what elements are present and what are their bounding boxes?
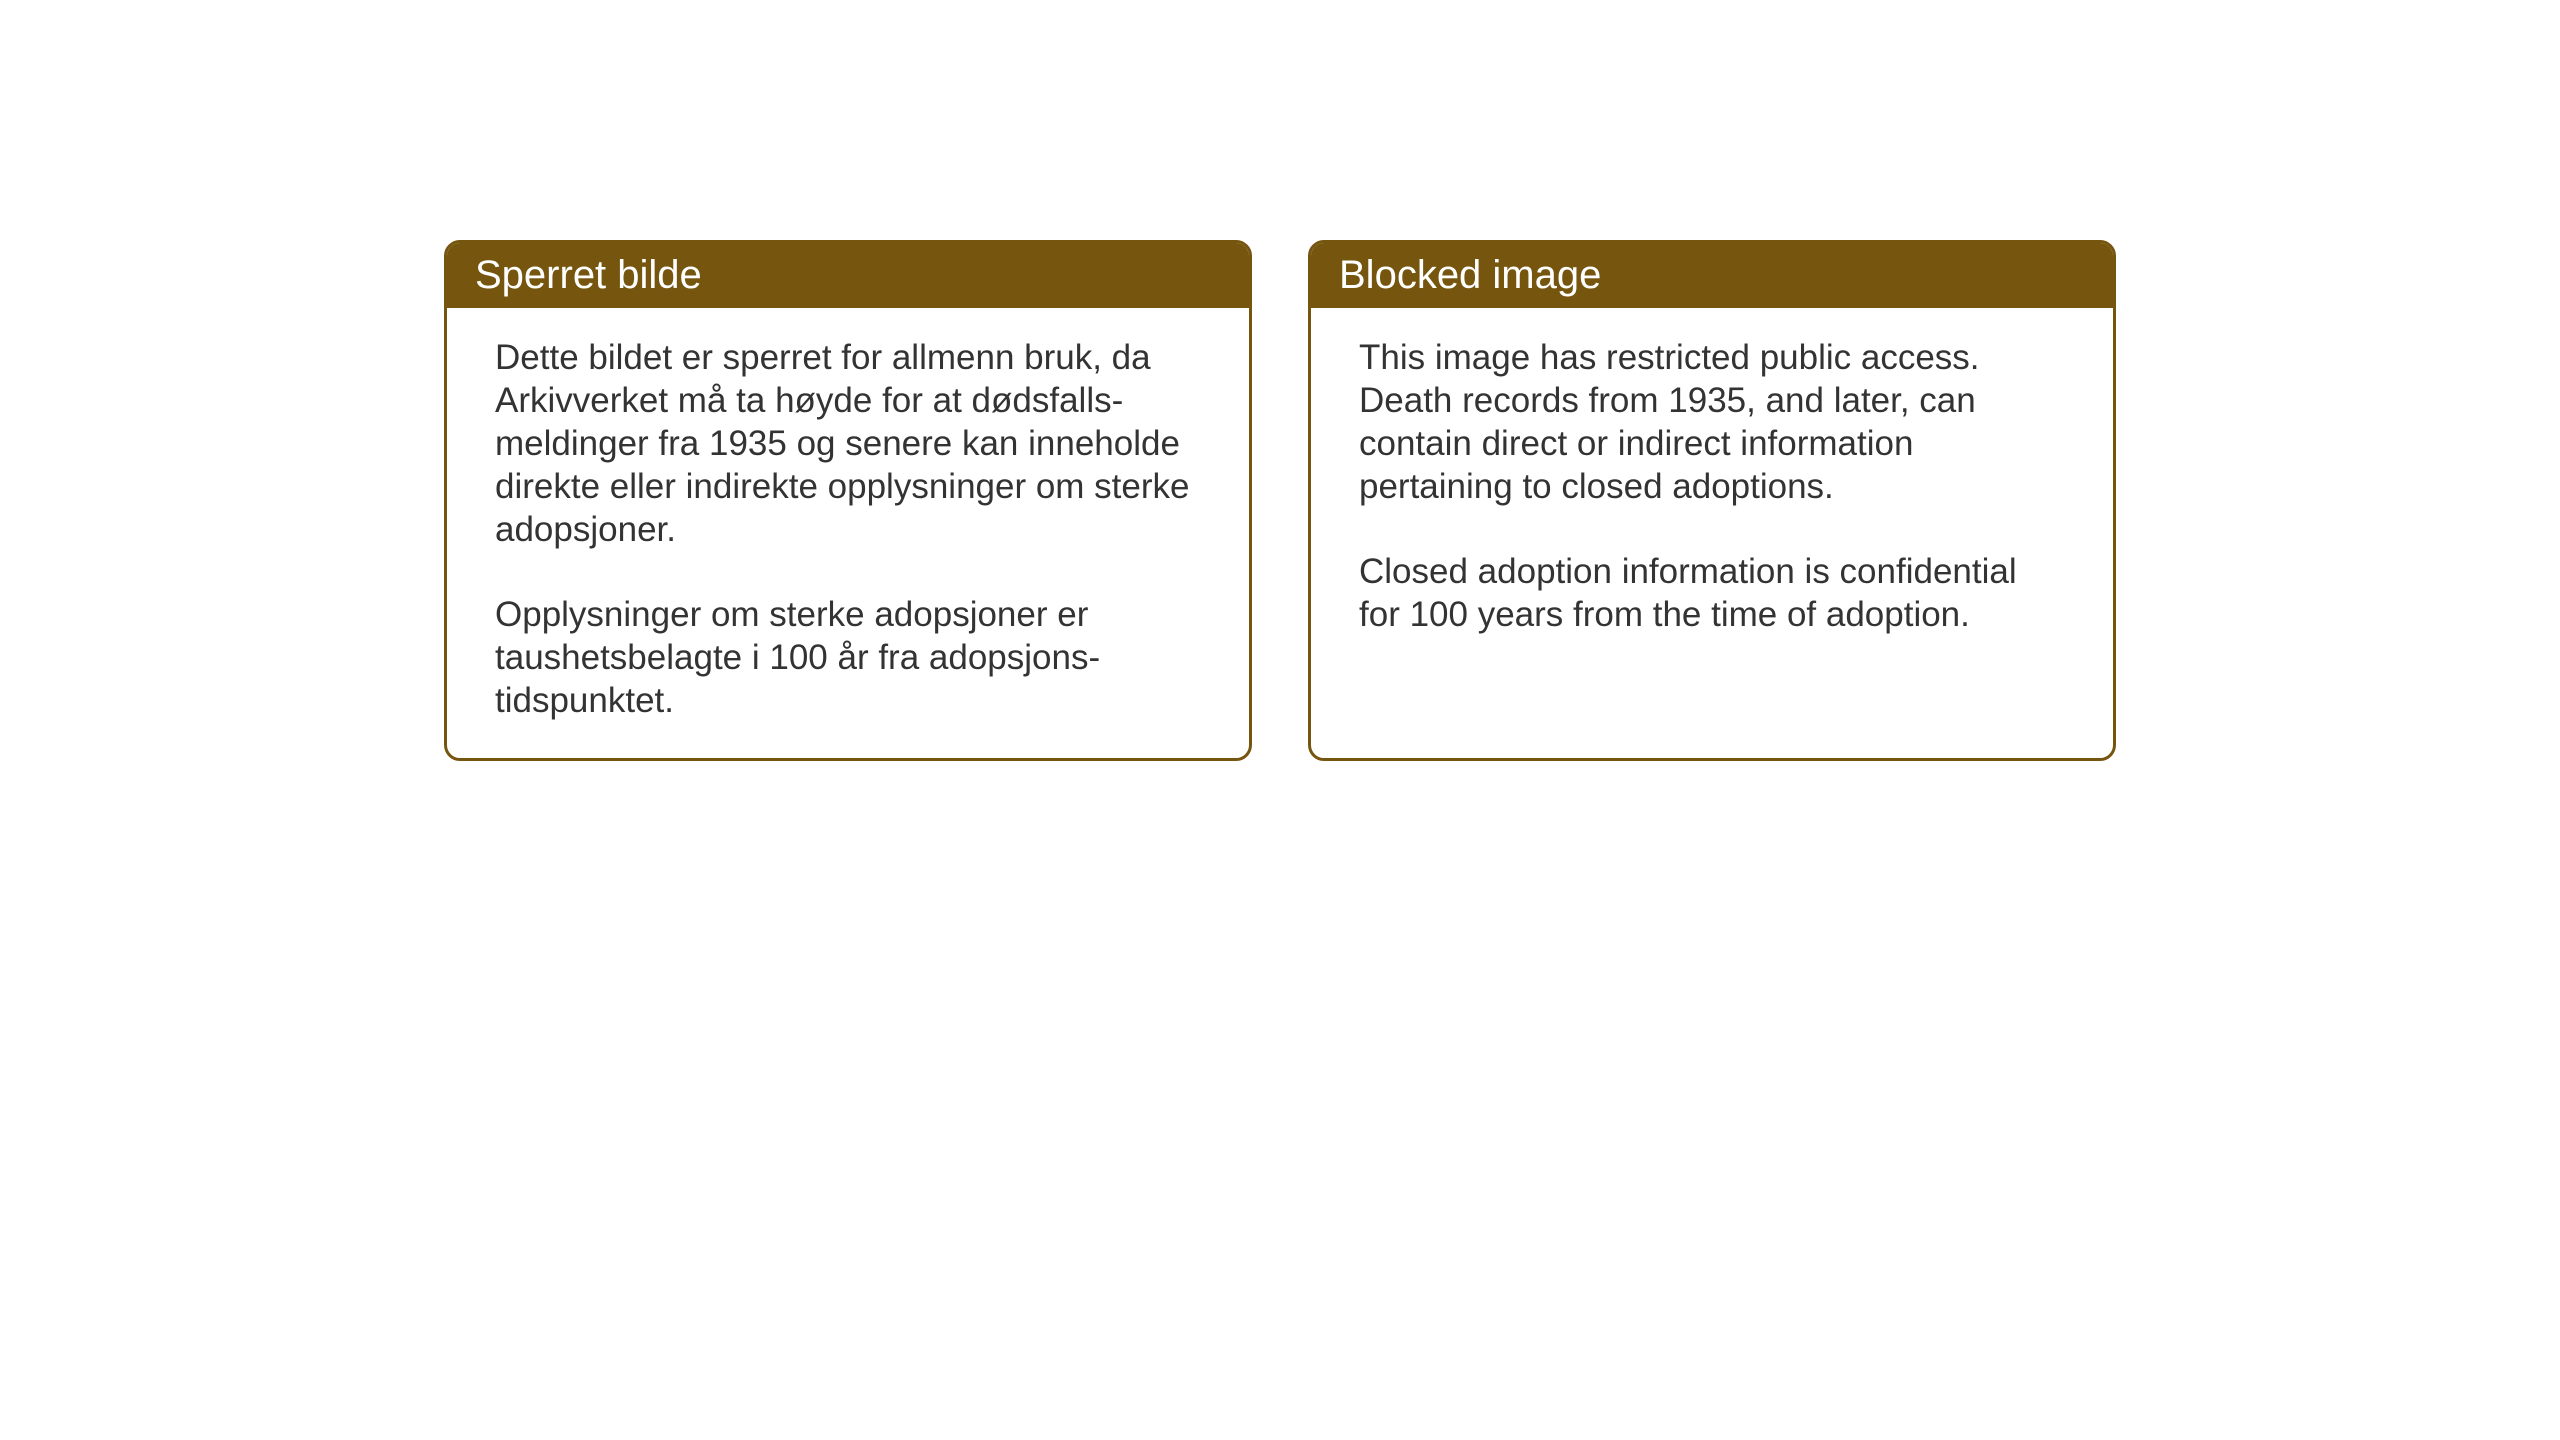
cards-container: Sperret bilde Dette bildet er sperret fo…: [444, 240, 2116, 761]
card-header-english: Blocked image: [1311, 243, 2113, 308]
card-title-norwegian: Sperret bilde: [475, 253, 702, 297]
card-para2-english: Closed adoption information is confident…: [1359, 550, 2065, 636]
card-para1-english: This image has restricted public access.…: [1359, 336, 2065, 508]
card-header-norwegian: Sperret bilde: [447, 243, 1249, 308]
card-body-english: This image has restricted public access.…: [1311, 308, 2113, 672]
card-title-english: Blocked image: [1339, 253, 1601, 297]
card-para1-norwegian: Dette bildet er sperret for allmenn bruk…: [495, 336, 1201, 551]
card-english: Blocked image This image has restricted …: [1308, 240, 2116, 761]
card-norwegian: Sperret bilde Dette bildet er sperret fo…: [444, 240, 1252, 761]
card-body-norwegian: Dette bildet er sperret for allmenn bruk…: [447, 308, 1249, 758]
card-para2-norwegian: Opplysninger om sterke adopsjoner er tau…: [495, 593, 1201, 722]
